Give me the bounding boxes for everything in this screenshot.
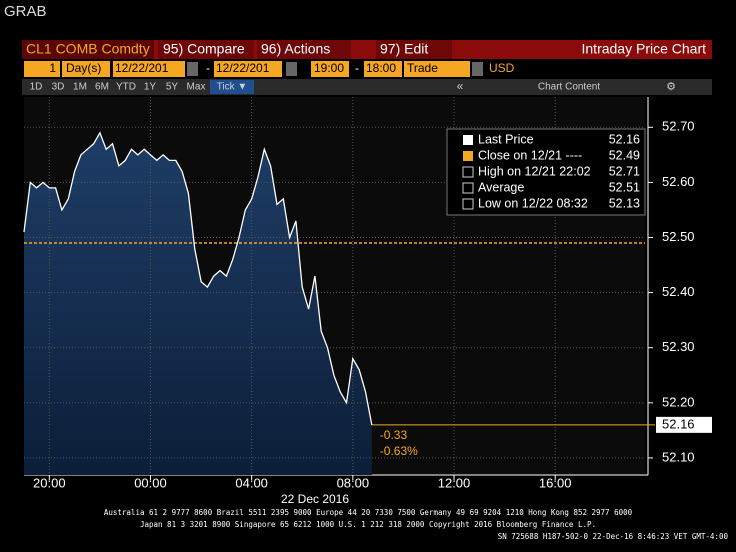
- legend-value: 52.49: [609, 148, 640, 162]
- chart-content[interactable]: Chart Content: [538, 82, 600, 93]
- legend-box: [446, 128, 646, 216]
- x-tick-label: 04:00: [235, 475, 268, 490]
- footer-line: Australia 61 2 9777 8600 Brazil 5511 239…: [104, 508, 633, 517]
- legend-swatch: [462, 182, 474, 194]
- dash: -: [206, 61, 210, 75]
- end-date: 12/22/201: [216, 61, 270, 75]
- window-title: GRAB: [4, 3, 47, 20]
- x-tick-label: 00:00: [134, 475, 167, 490]
- security-field[interactable]: [22, 40, 154, 59]
- y-tick-label: 52.40: [662, 284, 695, 299]
- legend-value: 52.51: [609, 180, 640, 194]
- y-tick-label: 52.60: [662, 174, 695, 189]
- range-button[interactable]: [26, 80, 46, 94]
- end-time-field[interactable]: [364, 61, 402, 77]
- edit-button[interactable]: [376, 40, 452, 59]
- y-tick-label: 52.50: [662, 229, 695, 244]
- period-unit: Day(s): [66, 61, 101, 75]
- price-line: [23, 131, 373, 426]
- function-title: Intraday Price Chart: [582, 41, 707, 57]
- scroll-left[interactable]: «: [457, 79, 464, 93]
- period-count: 1: [49, 61, 56, 75]
- legend-swatch: [462, 198, 474, 210]
- end-date-field[interactable]: [214, 61, 282, 77]
- compare: 95) Compare: [163, 41, 245, 57]
- y-tick-label: 52.30: [662, 339, 695, 354]
- y-tick-label: 52.10: [662, 449, 695, 464]
- last-price-label: 52.16: [662, 416, 695, 431]
- start-date-field[interactable]: [113, 61, 185, 77]
- legend-label: Close on 12/21 ----: [478, 148, 582, 162]
- period-unit-field[interactable]: [62, 61, 110, 77]
- dash: -: [355, 61, 359, 75]
- range-button[interactable]: [210, 80, 254, 94]
- x-axis-label: 22 Dec 2016: [281, 492, 349, 506]
- range-button[interactable]: [140, 80, 160, 94]
- dropdown-arrow[interactable]: [472, 62, 483, 76]
- legend-swatch: [462, 166, 474, 178]
- start-date: 12/22/201: [115, 61, 169, 75]
- legend-value: 52.16: [609, 132, 640, 146]
- x-tick-label: 16:00: [539, 475, 572, 490]
- calendar-icon[interactable]: [286, 62, 297, 76]
- legend-value: 52.71: [609, 164, 640, 178]
- legend-swatch: [463, 135, 473, 145]
- range-label: YTD: [116, 82, 136, 93]
- start-time: 19:00: [314, 61, 344, 75]
- range-label: 1M: [73, 82, 87, 93]
- range-label: Max: [187, 82, 206, 93]
- y-tick-label: 52.20: [662, 394, 695, 409]
- range-button[interactable]: [184, 80, 208, 94]
- edit: 97) Edit: [380, 41, 428, 57]
- range-button[interactable]: [70, 80, 90, 94]
- last-price-box: [656, 416, 712, 433]
- range-label: 5Y: [166, 82, 179, 93]
- area: [24, 132, 372, 476]
- range-label: 1Y: [144, 82, 157, 93]
- actions: 96) Actions: [261, 41, 330, 57]
- field-select[interactable]: [404, 61, 470, 77]
- range-buttons: 1D 3D 1M 6M YTD 1Y 5Y Max Tick ▼: [26, 80, 254, 94]
- legend-value: 52.13: [609, 196, 640, 210]
- x-tick-label: 08:00: [337, 475, 370, 490]
- currency: USD: [489, 61, 515, 75]
- calendar-icon[interactable]: [187, 62, 198, 76]
- settings-icon[interactable]: ⚙: [666, 81, 676, 93]
- range-label: Tick ▼: [217, 82, 248, 93]
- actions-button[interactable]: [257, 40, 351, 59]
- range-label: 6M: [95, 82, 109, 93]
- range-label: 3D: [52, 82, 65, 93]
- legend-swatch: [463, 151, 473, 161]
- period-count-field[interactable]: [24, 61, 60, 77]
- end-time: 18:00: [366, 61, 396, 75]
- range-button[interactable]: [92, 80, 112, 94]
- start-time-field[interactable]: [311, 61, 349, 77]
- change-pct: -0.63%: [380, 444, 418, 458]
- y-tick-label: 52.70: [662, 119, 695, 134]
- legend-label: High on 12/21 22:02: [478, 164, 591, 178]
- legend-label: Average: [478, 180, 524, 194]
- x-tick-label: 12:00: [438, 475, 471, 490]
- compare-button[interactable]: [158, 40, 254, 59]
- footer-line: Japan 81 3 3201 8900 Singapore 65 6212 1…: [140, 520, 596, 529]
- change: -0.33: [380, 428, 408, 442]
- range-label: 1D: [30, 82, 43, 93]
- range-button[interactable]: [114, 80, 138, 94]
- legend-label: Last Price: [478, 132, 534, 146]
- security: CL1 COMB Comdty: [26, 41, 150, 57]
- legend-label: Low on 12/22 08:32: [478, 196, 588, 210]
- footer-line: SN 725688 H187-502-0 22-Dec-16 8:46:23 V…: [498, 532, 729, 541]
- x-tick-label: 20:00: [33, 475, 66, 490]
- range-button[interactable]: [48, 80, 68, 94]
- range-button[interactable]: [162, 80, 182, 94]
- field: Trade: [407, 61, 438, 75]
